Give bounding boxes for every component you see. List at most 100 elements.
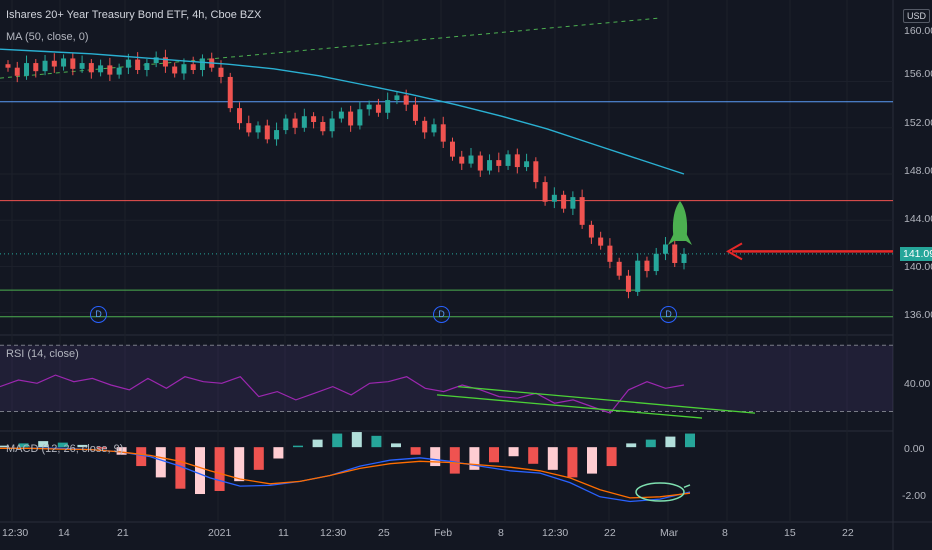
macd-histogram-bar [312, 439, 323, 448]
rsi-trendline-upper [457, 385, 756, 414]
candle-body [33, 63, 39, 72]
candle-body [477, 155, 483, 171]
macd-tick: 0.00 [904, 443, 925, 455]
macd-histogram-bar [449, 447, 460, 474]
price-tick: 144.00 [904, 213, 932, 225]
time-axis-label: 21 [117, 527, 129, 539]
rsi-line [0, 374, 685, 414]
macd-histogram-bar [18, 443, 29, 448]
macd-histogram-bar [606, 447, 617, 467]
candle-body [375, 104, 381, 113]
candle-body [199, 58, 205, 70]
candle-body [607, 245, 613, 262]
time-axis-label: 14 [58, 527, 70, 539]
time-axis-label: Mar [660, 527, 679, 539]
candle-body [616, 261, 622, 276]
time-axis-label: 15 [784, 527, 796, 539]
candle-body [551, 194, 557, 202]
macd-histogram-bar [489, 447, 499, 463]
rsi-tick: 40.00 [904, 378, 931, 390]
macd-histogram-bar [626, 443, 637, 448]
candle-body [681, 253, 687, 263]
annotation-circle [635, 482, 685, 502]
candle-body [24, 63, 30, 76]
candle-body [237, 108, 243, 124]
candle-body [162, 57, 168, 67]
candle-body [487, 160, 493, 171]
candle-body [348, 111, 354, 126]
candle-body [301, 116, 307, 128]
candle-body [320, 122, 326, 132]
macd-histogram-bar [234, 447, 245, 482]
candle-body [653, 253, 659, 272]
candle-body [144, 63, 150, 70]
candle-body [588, 224, 594, 238]
candle-body [422, 120, 428, 133]
price-tick: 136.00 [904, 309, 932, 321]
annotation-tail [683, 484, 691, 489]
price-tick: 152.00 [904, 117, 932, 129]
dividend-marker[interactable]: D [433, 306, 450, 323]
time-axis-label: 8 [498, 527, 504, 539]
macd-histogram-bar [430, 447, 441, 467]
candle-body [440, 124, 446, 142]
candle-body [662, 244, 668, 254]
macd-histogram-bar [567, 447, 578, 478]
candle-body [635, 260, 641, 292]
candle-body [311, 116, 317, 122]
candle-body [116, 67, 122, 75]
macd-histogram-bar [410, 447, 421, 455]
candle-body [227, 76, 233, 109]
dividend-marker[interactable]: D [90, 306, 107, 323]
rsi-indicator-label[interactable]: RSI (14, close) [6, 348, 79, 360]
macd-histogram-bar [293, 445, 303, 448]
macd-histogram-bar [116, 447, 127, 455]
candle-body [644, 260, 650, 272]
macd-indicator-label[interactable]: MACD (12, 26, close, 9) [6, 443, 124, 455]
candle-body [542, 182, 548, 202]
candle-body [672, 244, 678, 263]
candle-body [61, 58, 67, 67]
time-axis-label: 11 [278, 527, 289, 539]
candle-body [625, 275, 631, 292]
chart-title: Ishares 20+ Year Treasury Bond ETF, 4h, … [6, 9, 262, 21]
time-axis-label: 8 [722, 527, 728, 539]
ma-indicator-label[interactable]: MA (50, close, 0) [6, 31, 89, 43]
candle-body [431, 124, 437, 133]
candle-body [357, 109, 363, 126]
time-axis-label: 22 [842, 527, 854, 539]
macd-histogram-bar [195, 447, 205, 495]
macd-histogram-bar [155, 447, 166, 478]
candle-body [135, 59, 141, 70]
price-tick-top: 160.00 [904, 25, 932, 37]
macd-histogram-bar [175, 447, 186, 489]
candle-body [14, 67, 20, 76]
macd-histogram-bar [77, 444, 88, 448]
dividend-marker[interactable]: D [660, 306, 677, 323]
macd-histogram-bar [508, 447, 519, 457]
macd-histogram-bar [38, 441, 49, 448]
candle-body [468, 155, 474, 164]
candle-body [42, 60, 48, 72]
candle-body [98, 65, 104, 73]
candle-body [274, 130, 280, 140]
candle-body [385, 100, 391, 113]
last-price-badge: 141.09 [900, 247, 932, 261]
macd-signal-line [0, 447, 691, 499]
candle-body [51, 60, 57, 67]
macd-histogram-bar [547, 447, 558, 470]
macd-histogram-bar [214, 447, 225, 491]
macd-histogram-bar [587, 447, 597, 474]
currency-button[interactable]: USD [903, 9, 931, 23]
macd-histogram-bar [351, 432, 362, 448]
candle-body [172, 66, 178, 74]
dotted-trendline [0, 17, 661, 79]
candle-body [246, 123, 252, 133]
candle-body [505, 154, 511, 166]
time-axis-label: 12:30 [320, 527, 347, 539]
time-axis-label: Feb [434, 527, 453, 539]
time-axis-label: 25 [378, 527, 390, 539]
